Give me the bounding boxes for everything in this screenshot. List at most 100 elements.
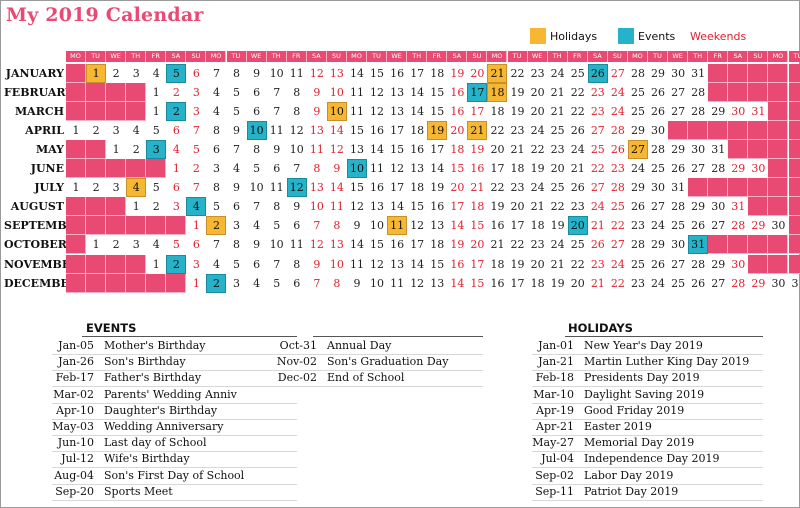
day-cell: 10	[329, 86, 344, 100]
page-title: My 2019 Calendar	[6, 4, 204, 26]
events-name: Father's Birthday	[104, 371, 202, 385]
empty-cell	[768, 197, 789, 217]
day-cell: 21	[470, 181, 485, 195]
day-cell: 22	[510, 67, 525, 80]
day-cell: 15	[430, 86, 445, 100]
day-cell: 3	[192, 105, 200, 119]
day-cell: 16	[490, 219, 505, 233]
empty-cell	[788, 140, 800, 160]
empty-cell	[788, 235, 800, 255]
day-cell: 11	[349, 257, 364, 271]
day-cell: 13	[390, 105, 405, 119]
holiday-day-cell: 18	[487, 83, 508, 103]
weekday-header: SA	[447, 51, 468, 62]
day-cell: 10	[289, 143, 304, 157]
day-cell: 23	[630, 219, 645, 233]
holiday-day-cell: 11	[387, 216, 408, 236]
holidays-title-rule	[565, 336, 763, 337]
empty-cell	[748, 121, 769, 141]
day-cell: 9	[273, 143, 281, 157]
day-cell: 8	[333, 276, 341, 290]
events-row: Sep-20 Sports Meet	[52, 485, 297, 501]
day-cell: 13	[370, 200, 385, 214]
day-cell: 6	[273, 162, 281, 176]
day-cell: 28	[671, 200, 686, 214]
weekday-header: WE	[246, 51, 267, 62]
event-day-cell: 17	[467, 83, 488, 103]
weekday-header: SU	[748, 51, 769, 62]
day-cell: 6	[192, 67, 200, 80]
event-day-cell: 12	[286, 178, 307, 198]
events-name: Son's Graduation Day	[327, 355, 449, 369]
day-cell: 11	[349, 86, 364, 100]
day-cell: 13	[329, 238, 344, 252]
weekday-header: SA	[306, 51, 327, 62]
day-cell: 23	[570, 200, 585, 214]
empty-cell	[146, 216, 167, 236]
empty-cell	[66, 273, 86, 293]
day-cell: 21	[510, 143, 525, 157]
empty-cell	[768, 64, 789, 83]
day-cell: 19	[470, 143, 485, 157]
empty-cell	[66, 254, 86, 274]
day-cell: 17	[470, 257, 485, 271]
day-cell: 4	[172, 143, 180, 157]
day-cell: 6	[212, 143, 220, 157]
day-cell: 23	[590, 257, 605, 271]
day-cell: 10	[370, 276, 385, 290]
day-cell: 16	[410, 143, 425, 157]
day-cell: 13	[390, 257, 405, 271]
day-cell: 4	[132, 124, 140, 138]
day-cell: 3	[132, 67, 140, 80]
empty-cell	[788, 197, 800, 217]
day-cell: 24	[610, 105, 625, 119]
event-day-cell: 2	[166, 254, 187, 274]
day-cell: 24	[590, 200, 605, 214]
events-title-rule	[82, 336, 297, 337]
empty-cell	[768, 140, 789, 160]
day-cell: 22	[610, 219, 625, 233]
weekday-header: TU	[507, 51, 528, 62]
month-label-august: AUGUST	[10, 200, 64, 214]
events-row: Feb-17 Father's Birthday	[52, 371, 297, 387]
empty-cell	[748, 140, 769, 160]
empty-cell	[748, 254, 769, 274]
day-cell: 27	[671, 257, 686, 271]
events-name: Last day of School	[104, 436, 207, 450]
day-cell: 6	[192, 238, 200, 252]
day-cell: 3	[233, 219, 241, 233]
day-cell: 12	[289, 124, 304, 138]
weekday-header: FR	[708, 51, 729, 62]
day-cell: 25	[550, 124, 565, 138]
weekend-legend-label: Weekends	[690, 30, 747, 43]
day-cell: 30	[671, 67, 686, 80]
day-cell: 12	[309, 238, 324, 252]
events-row: Nov-02 Son's Graduation Day	[275, 355, 483, 371]
events-row: Jan-05 Mother's Birthday	[52, 339, 297, 355]
weekday-header: SU	[186, 51, 207, 62]
empty-cell	[788, 83, 800, 103]
day-cell: 8	[333, 219, 341, 233]
day-cell: 9	[233, 181, 241, 195]
day-cell: 25	[630, 86, 645, 100]
events-date: Feb-17	[55, 371, 94, 385]
holiday-legend-label: Holidays	[550, 30, 598, 43]
day-cell: 1	[152, 257, 160, 271]
day-cell: 29	[711, 105, 726, 119]
day-cell: 20	[530, 105, 545, 119]
holidays-row: Sep-02 Labor Day 2019	[532, 469, 763, 485]
day-cell: 5	[233, 105, 241, 119]
day-cell: 31	[711, 143, 726, 157]
month-label-october: OCTOBER	[4, 238, 67, 252]
holidays-date: Mar-10	[533, 387, 574, 401]
day-cell: 18	[530, 276, 545, 290]
day-cell: 16	[450, 105, 465, 119]
weekday-header: FR	[286, 51, 307, 62]
events-row: Mar-02 Parents' Wedding Anniv	[52, 388, 297, 404]
weekday-header: MO	[627, 51, 648, 62]
holidays-name: Daylight Saving 2019	[584, 387, 705, 401]
weekday-header: FR	[427, 51, 448, 62]
day-cell: 15	[470, 276, 485, 290]
day-cell: 25	[570, 238, 585, 252]
month-label-july: JULY	[34, 181, 64, 195]
